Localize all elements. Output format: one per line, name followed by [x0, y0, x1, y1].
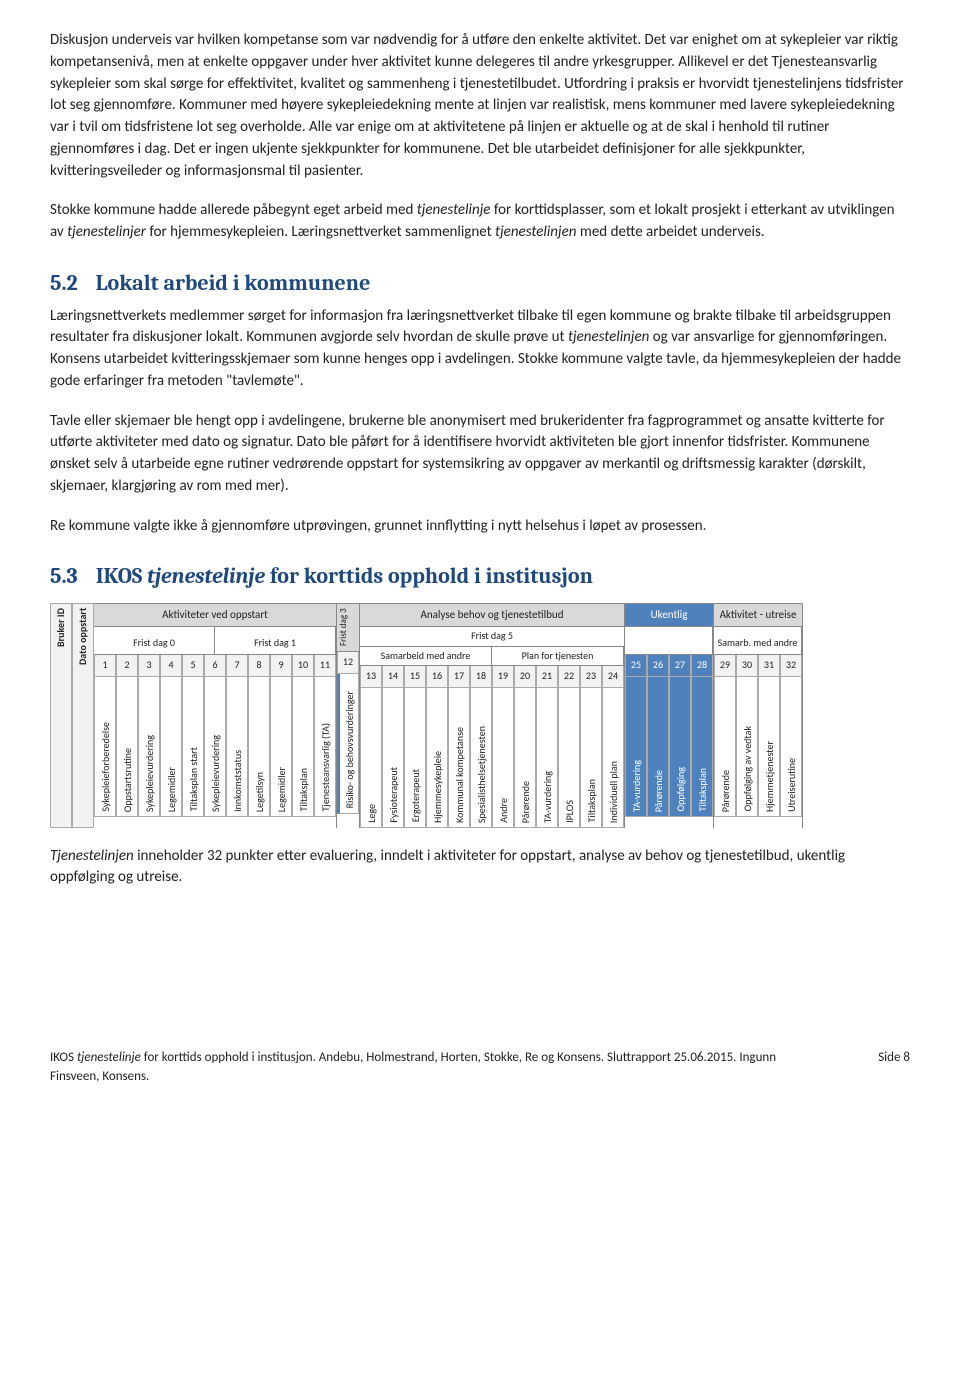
text: IKOS — [50, 1050, 77, 1065]
text: med dette arbeidet underveis. — [576, 223, 764, 241]
footer-left: IKOS tjenestelinje for korttids opphold … — [50, 1049, 800, 1087]
paragraph-4: Tavle eller skjemaer ble hengt opp i avd… — [50, 411, 910, 498]
paragraph-6: Tjenestelinjen inneholder 32 punkter ett… — [50, 846, 910, 890]
paragraph-2: Stokke kommune hadde allerede påbegynt e… — [50, 200, 910, 244]
paragraph-5: Re kommune valgte ikke å gjennomføre utp… — [50, 516, 910, 538]
heading-num: 5.2 — [50, 270, 78, 296]
text: for korttids opphold i institusjon. Ande… — [50, 1050, 776, 1084]
italic-term: tjenestelinjer — [67, 223, 146, 241]
pre-column: Bruker ID — [50, 603, 72, 827]
italic-term: tjenestelinje — [77, 1050, 141, 1065]
chart-section: Ukentlig25262728TA-vurderingPårørendeOpp… — [625, 603, 714, 827]
paragraph-3: Læringsnettverkets medlemmer sørget for … — [50, 306, 910, 393]
text: Stokke kommune hadde allerede påbegynt e… — [50, 201, 417, 219]
chart-section: Aktiviteter ved oppstartFrist dag 0Frist… — [94, 603, 337, 827]
text: for hjemmesykepleien. Læringsnettverket … — [146, 223, 495, 241]
heading-num: 5.3 — [50, 563, 78, 589]
italic-term: tjenestelinjen — [568, 328, 649, 346]
heading-text: Lokalt arbeid i kommunene — [96, 270, 371, 296]
heading-5-2: 5.2 Lokalt arbeid i kommunene — [50, 268, 910, 300]
pre-column: Dato oppstart — [72, 603, 94, 827]
italic-term: tjenestelinjen — [495, 223, 576, 241]
heading-text: for korttids opphold i institusjon — [265, 563, 593, 589]
heading-text: IKOS — [96, 563, 147, 589]
page-footer: IKOS tjenestelinje for korttids opphold … — [50, 1049, 910, 1087]
chart-section: Analyse behov og tjenestetilbudFrist dag… — [360, 603, 625, 827]
tjenestelinje-chart: Bruker IDDato oppstartAktiviteter ved op… — [50, 603, 910, 827]
page-number: Side 8 — [878, 1049, 910, 1087]
chart-section: Frist dag 312Risiko- og behovsvurderinge… — [337, 603, 360, 827]
paragraph-1: Diskusjon underveis var hvilken kompetan… — [50, 30, 910, 182]
italic-term: tjenestelinje — [417, 201, 491, 219]
chart-section: Aktivitet - utreiseSamarb. med andre2930… — [714, 603, 803, 827]
italic-term: Tjenestelinjen — [50, 847, 134, 865]
italic-term: tjenestelinje — [147, 563, 265, 589]
heading-5-3: 5.3 IKOS tjenestelinje for korttids oppho… — [50, 561, 910, 593]
text: inneholder 32 punkter etter evaluering, … — [50, 847, 845, 887]
